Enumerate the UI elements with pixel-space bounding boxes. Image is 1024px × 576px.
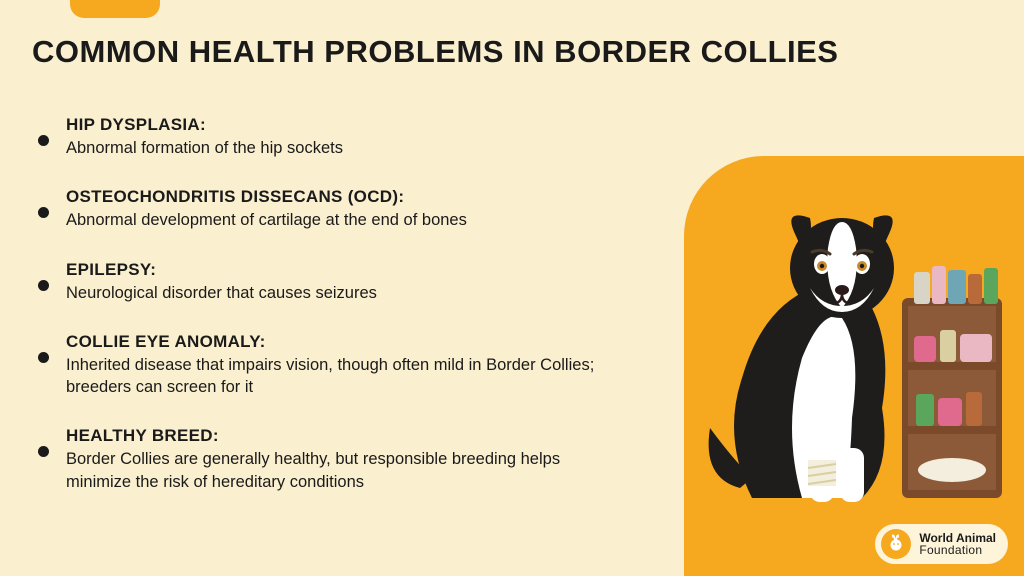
list-item: HIP DYSPLASIA: Abnormal formation of the… [38, 115, 598, 159]
bullet-icon [38, 446, 49, 457]
border-collie-icon [709, 215, 894, 502]
item-title: EPILEPSY: [66, 260, 598, 280]
item-desc: Abnormal development of cartilage at the… [66, 209, 598, 231]
list-item: HEALTHY BREED: Border Collies are genera… [38, 426, 598, 493]
brand-logo: World Animal Foundation [875, 524, 1008, 564]
item-title: COLLIE EYE ANOMALY: [66, 332, 598, 352]
item-desc: Inherited disease that impairs vision, t… [66, 354, 598, 399]
bullet-icon [38, 135, 49, 146]
infographic-canvas: COMMON HEALTH PROBLEMS IN BORDER COLLIES… [0, 0, 1024, 576]
page-title: COMMON HEALTH PROBLEMS IN BORDER COLLIES [32, 34, 992, 70]
top-accent-tab [70, 0, 160, 18]
list-item: EPILEPSY: Neurological disorder that cau… [38, 260, 598, 304]
item-title: HIP DYSPLASIA: [66, 115, 598, 135]
list-item: COLLIE EYE ANOMALY: Inherited disease th… [38, 332, 598, 399]
list-item: OSTEOCHONDRITIS DISSECANS (OCD): Abnorma… [38, 187, 598, 231]
logo-text: World Animal Foundation [919, 532, 996, 556]
bullet-icon [38, 280, 49, 291]
border-collie-illustration [692, 178, 1012, 518]
rabbit-icon [881, 529, 911, 559]
bullet-icon [38, 352, 49, 363]
item-desc: Neurological disorder that causes seizur… [66, 282, 598, 304]
item-title: OSTEOCHONDRITIS DISSECANS (OCD): [66, 187, 598, 207]
problem-list: HIP DYSPLASIA: Abnormal formation of the… [38, 115, 598, 493]
bullet-icon [38, 207, 49, 218]
item-title: HEALTHY BREED: [66, 426, 598, 446]
item-desc: Border Collies are generally healthy, bu… [66, 448, 598, 493]
medicine-shelf-icon [902, 266, 1002, 498]
logo-line2: Foundation [919, 544, 996, 556]
item-desc: Abnormal formation of the hip sockets [66, 137, 598, 159]
